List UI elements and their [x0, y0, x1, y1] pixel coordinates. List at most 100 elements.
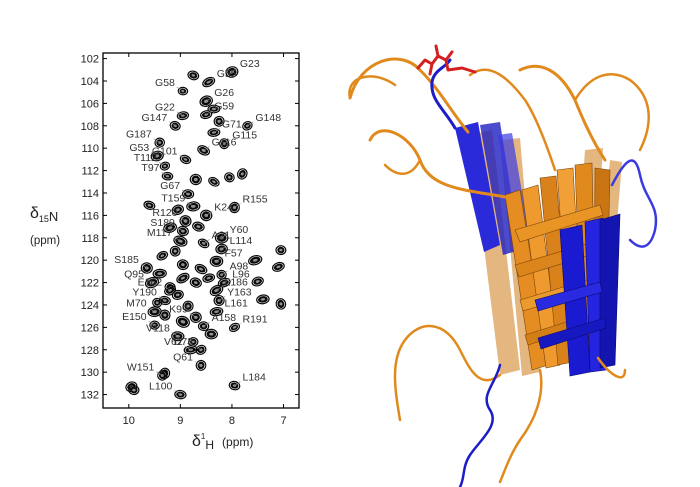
peak-label-leader — [189, 313, 196, 318]
y-tick-label: 118 — [81, 233, 99, 245]
y-axis-nucleus: N — [49, 209, 58, 224]
peak — [192, 221, 205, 232]
peak-label: G147 — [142, 112, 168, 124]
peak-label-leader — [176, 86, 184, 92]
peak-label: E162 — [138, 276, 163, 288]
peak-label-leader — [221, 270, 228, 275]
peak-label: V62 — [164, 336, 183, 348]
peak — [189, 277, 202, 288]
peak-label-leader — [224, 139, 231, 144]
peak — [194, 263, 208, 275]
peak-label: G53 — [129, 142, 149, 154]
y-tick-label: 122 — [81, 278, 99, 290]
x-axis-delta: δ — [192, 433, 201, 450]
orange-loop-top-center — [468, 68, 557, 172]
y-tick-label: 104 — [81, 76, 99, 88]
peak-g22 — [176, 111, 190, 121]
peak-label: E150 — [122, 311, 147, 323]
peak-label-leader — [194, 361, 202, 366]
peak-label: T159 — [161, 192, 185, 204]
peak-label-leader — [169, 121, 176, 127]
peak-label-leader — [216, 257, 223, 262]
peak-label-leader — [231, 67, 239, 73]
peak-label-leader — [208, 77, 215, 83]
peak-label-leader — [140, 263, 147, 269]
y-axis-delta: δ — [30, 205, 39, 222]
peak-label-leader — [184, 345, 191, 351]
peak-label-leader — [206, 211, 213, 216]
peak-label-leader — [216, 307, 223, 312]
peak-label: G101 — [152, 145, 178, 157]
peak-label-leader — [203, 146, 210, 151]
peak-label: M70 — [126, 298, 147, 310]
peak-label-leader — [179, 216, 186, 222]
peak — [248, 254, 263, 266]
peak-label: G58 — [155, 77, 175, 89]
peak-label: T112 — [134, 152, 157, 164]
peak-label: G67 — [160, 180, 180, 192]
peak-label: Y163 — [227, 287, 252, 299]
peak — [171, 204, 184, 216]
peak-label-leader — [221, 233, 228, 239]
blue-tail-bottom — [458, 363, 502, 487]
x-axis-isotope: 1 — [201, 432, 206, 441]
peak — [256, 294, 270, 305]
peak — [208, 176, 220, 187]
peak — [271, 261, 285, 272]
x-axis-unit: (ppm) — [222, 435, 253, 449]
peak-label-leader — [187, 202, 194, 207]
peak — [275, 298, 287, 310]
red-ligand — [416, 44, 477, 76]
peak-label-leader — [224, 278, 231, 283]
x-tick-label: 7 — [280, 415, 286, 427]
orange-loop-top-right-2 — [573, 73, 650, 152]
y-axis-isotope: 15 — [39, 214, 49, 224]
peak — [152, 268, 167, 279]
peak-label-leader — [153, 138, 160, 143]
peak — [213, 115, 225, 127]
peak — [175, 315, 190, 328]
peak-label-leader — [148, 320, 155, 326]
peak-label: R120 — [152, 207, 177, 219]
peak-label: L186 — [225, 276, 249, 288]
peak — [189, 173, 202, 186]
peak-label: G71 — [222, 119, 242, 131]
y-tick-label: 116 — [81, 210, 99, 222]
x-tick-label: 10 — [123, 415, 135, 427]
peak-label-leader — [203, 239, 210, 244]
peak-label-leader — [234, 323, 241, 328]
peak-label-leader — [176, 111, 184, 116]
peak-label-leader — [216, 286, 223, 291]
peak-label-leader — [171, 332, 178, 337]
peak — [275, 245, 287, 256]
peak-label: Q61 — [173, 351, 193, 363]
peak-label-leader — [213, 128, 221, 133]
x-tick-label: 8 — [229, 415, 235, 427]
y-tick-label: 124 — [81, 300, 99, 312]
orange-loop-bottom-right — [596, 356, 627, 379]
peak-label-leader — [203, 321, 210, 327]
y-tick-label: 106 — [81, 98, 99, 110]
peak — [236, 168, 248, 180]
peak-label-leader — [163, 286, 171, 291]
peak-label: L161 — [225, 298, 249, 310]
peak-label: Y190 — [132, 287, 157, 299]
peak-label: G115 — [232, 130, 257, 142]
blue-loop-right — [610, 159, 658, 248]
y-tick-label: 110 — [81, 143, 99, 155]
peak-label: K24 — [214, 201, 233, 213]
peak-label: L96 — [232, 269, 250, 281]
peak-label-leader — [181, 189, 189, 195]
y-axis-unit: (ppm) — [30, 235, 60, 247]
barrel-blue-strands-right — [534, 213, 621, 377]
x-axis-ticks: 10 9 8 7 — [123, 53, 287, 427]
y-tick-label: 112 — [81, 166, 99, 178]
peak-label: G23 — [240, 58, 260, 70]
peak-label-leader — [148, 307, 155, 312]
peak — [156, 250, 169, 261]
peak-label: G116 — [212, 136, 237, 148]
peak — [207, 104, 221, 114]
peak — [176, 272, 190, 284]
peak — [169, 245, 181, 257]
